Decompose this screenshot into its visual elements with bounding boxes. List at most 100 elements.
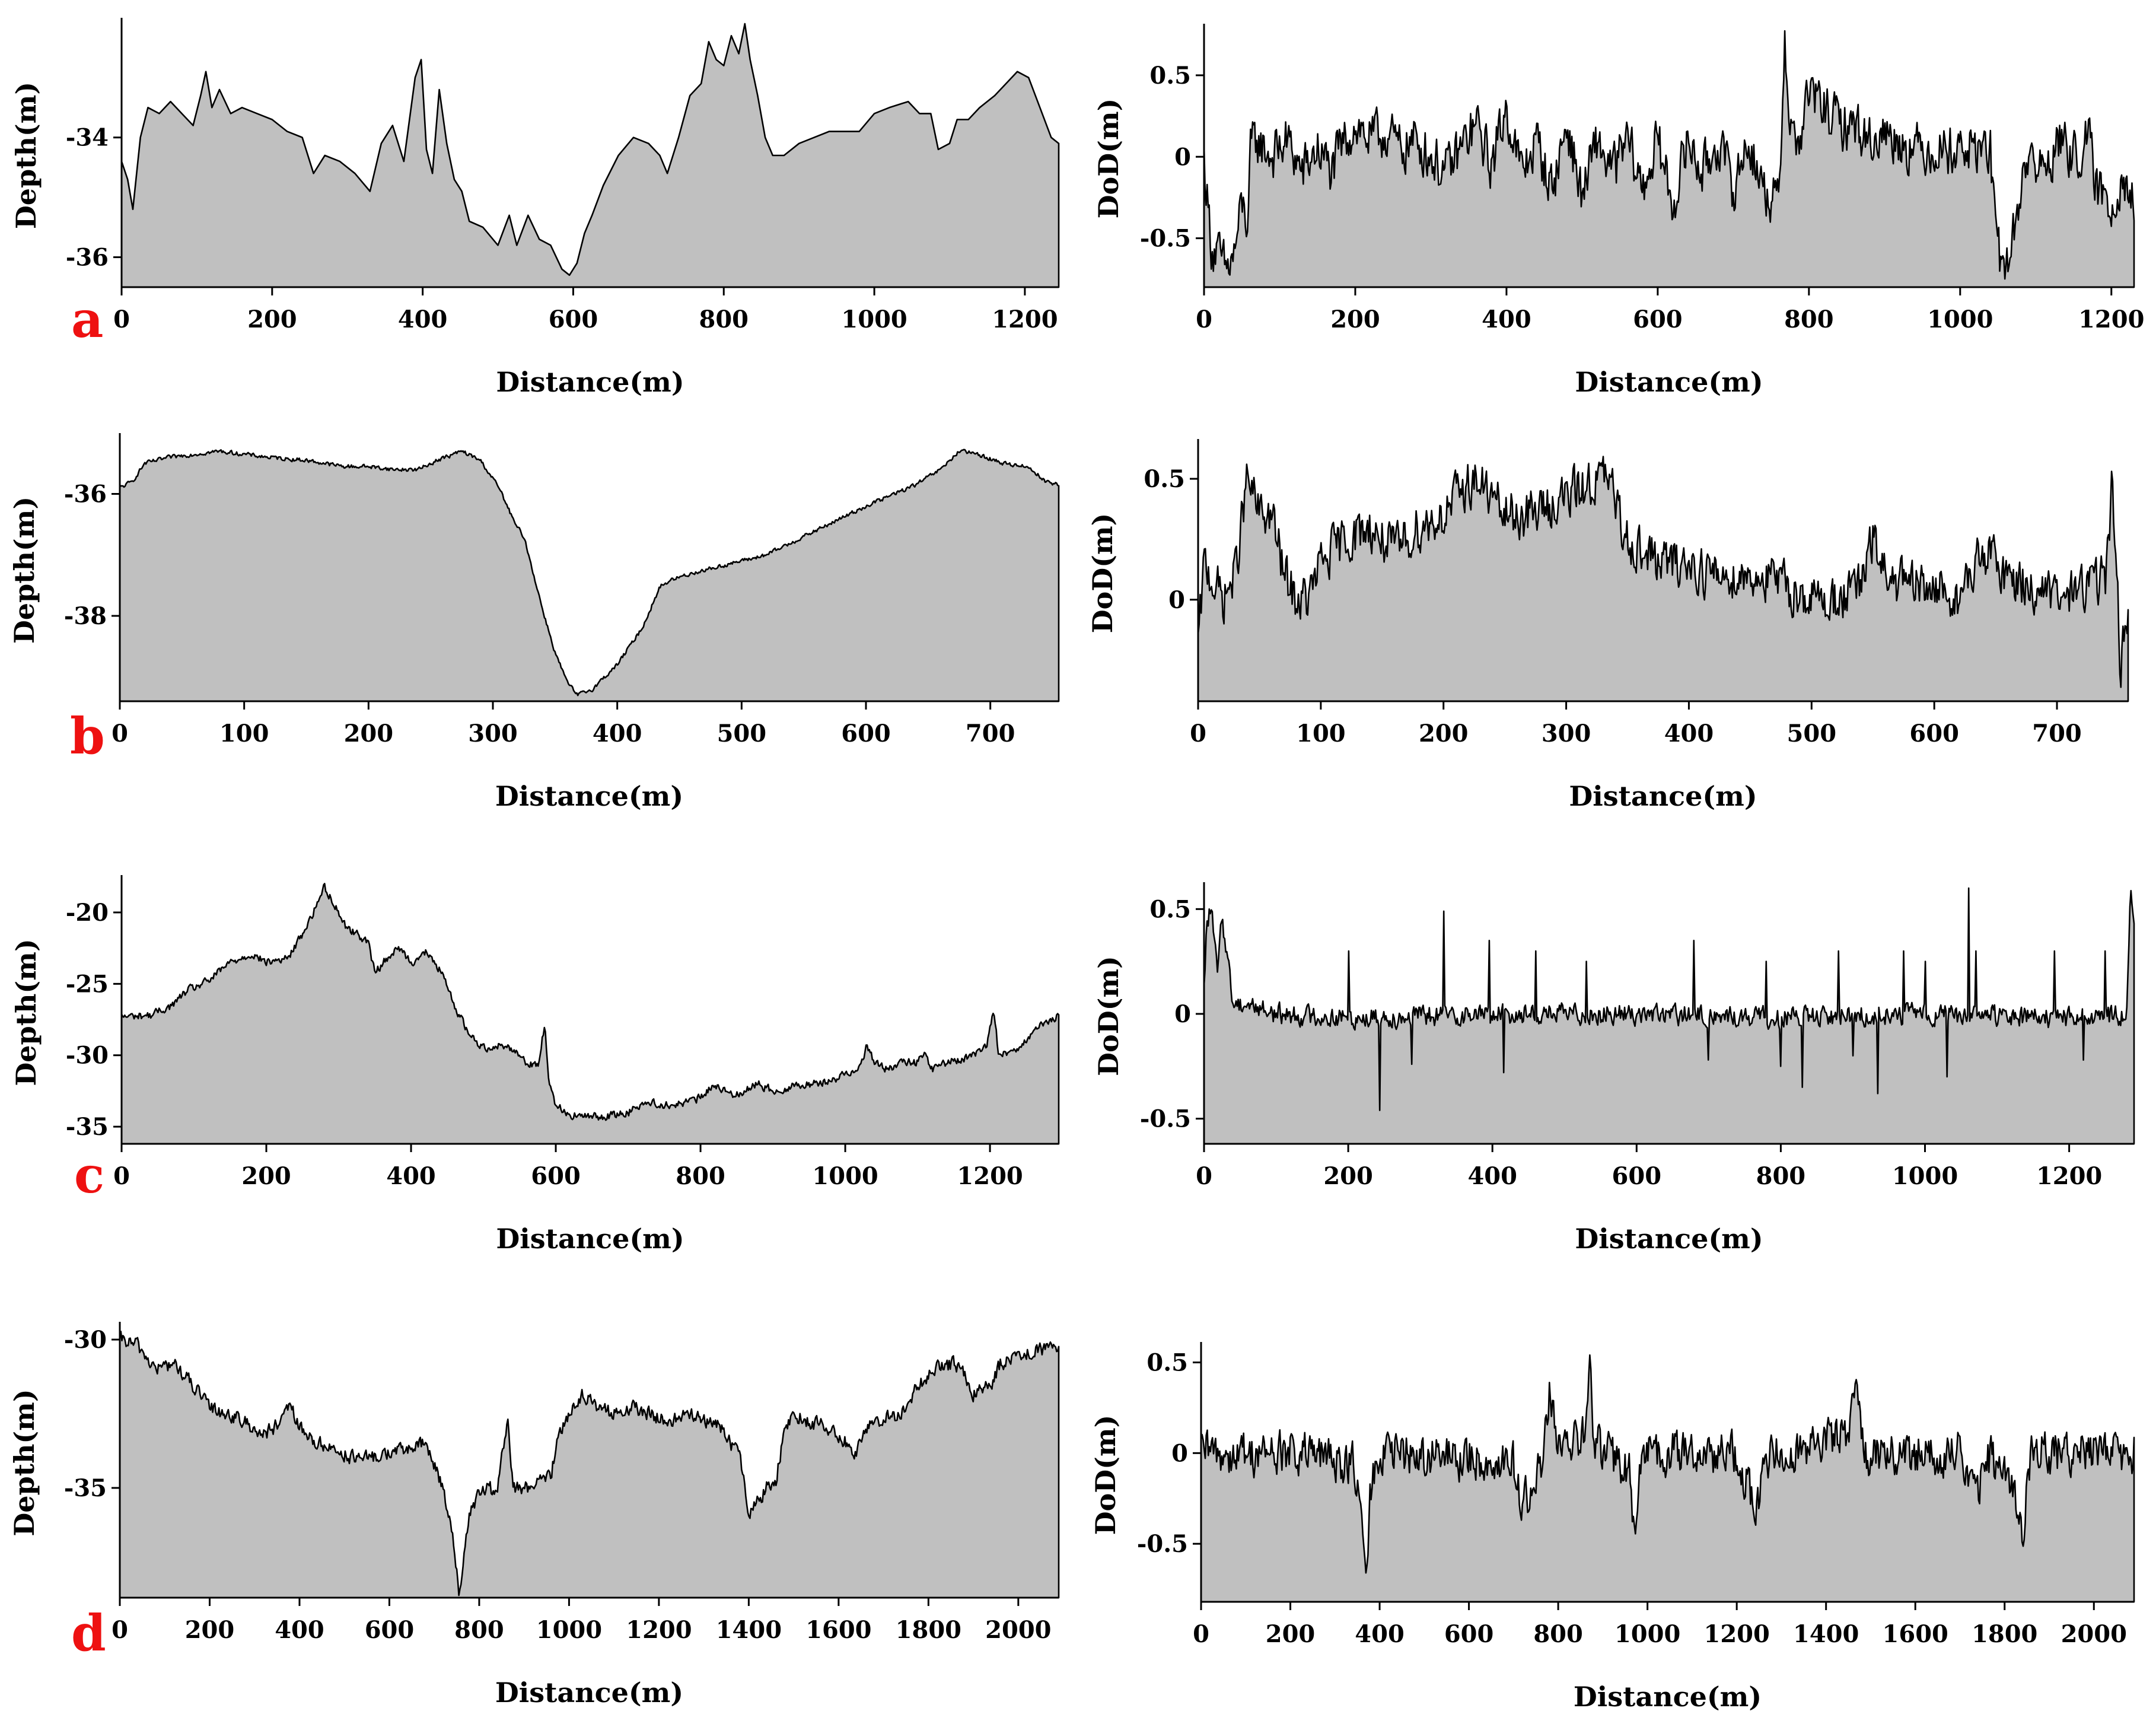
series-area-b-dod — [1197, 456, 2129, 702]
y-tick-label: -30 — [66, 1042, 109, 1070]
y-axis-title: DoD(m) — [1090, 1415, 1122, 1535]
y-tick-label: -0.5 — [1140, 225, 1191, 253]
x-tick-label: 200 — [1419, 720, 1469, 748]
x-tick-label: 300 — [468, 720, 518, 748]
x-tick-label: 0 — [112, 1616, 128, 1644]
x-tick-label: 400 — [1467, 1162, 1517, 1190]
x-tick-label: 800 — [676, 1162, 725, 1190]
y-tick-label: -36 — [64, 481, 107, 508]
chart-a-dod: 0 200 400 600 800 1000 1200 0.5 0 -0.5 Distance(m)… — [1093, 24, 2144, 398]
panel-letter: d — [71, 1604, 106, 1662]
x-axis-title: Distance(m) — [495, 1677, 683, 1709]
x-tick-label: 1200 — [2036, 1162, 2102, 1190]
chart-d-dod: 0 200 400 600 800 1000 1200 1400 1600 1800 2000 0.5… — [1090, 1342, 2135, 1713]
x-tick-label: 1000 — [1892, 1162, 1958, 1190]
x-tick-label: 600 — [549, 306, 598, 333]
x-tick-label: 100 — [219, 720, 269, 748]
y-axis-title: DoD(m) — [1093, 98, 1125, 219]
panel-letter: b — [70, 707, 105, 765]
x-tick-label: 300 — [1542, 720, 1591, 748]
x-tick-label: 600 — [1633, 306, 1683, 333]
y-tick-label: -36 — [66, 244, 109, 272]
x-tick-label: 500 — [717, 720, 767, 748]
x-tick-label: 1800 — [1972, 1620, 2037, 1648]
chart-c-dod: 0 200 400 600 800 1000 1200 0.5 0 -0.5 Distance(m)… — [1093, 882, 2135, 1255]
y-axis-title: DoD(m) — [1087, 513, 1119, 634]
y-tick-label: -34 — [66, 124, 109, 152]
x-tick-label: 600 — [1444, 1620, 1494, 1648]
x-tick-label: 400 — [386, 1162, 436, 1190]
x-tick-label: 1400 — [1793, 1620, 1859, 1648]
x-tick-label: 600 — [365, 1616, 415, 1644]
series-area-d-depth — [119, 1331, 1060, 1599]
x-tick-label: 200 — [247, 306, 297, 333]
x-tick-label: 2000 — [2061, 1620, 2127, 1648]
y-axis-title: Depth(m) — [10, 939, 42, 1086]
x-tick-label: 600 — [1612, 1162, 1662, 1190]
x-tick-label: 100 — [1296, 720, 1346, 748]
x-tick-label: 800 — [1756, 1162, 1806, 1190]
panel-letter: a — [71, 290, 103, 349]
x-tick-label: 800 — [1533, 1620, 1583, 1648]
x-tick-label: 700 — [966, 720, 1015, 748]
x-tick-label: 0 — [113, 1162, 130, 1190]
y-tick-label: 0 — [1168, 586, 1185, 614]
y-tick-label: -35 — [66, 1113, 109, 1141]
y-tick-label: 0 — [1174, 143, 1191, 171]
x-tick-label: 1600 — [1883, 1620, 1948, 1648]
x-tick-label: 400 — [1355, 1620, 1405, 1648]
x-tick-label: 0 — [1196, 306, 1212, 333]
chart-b-dod: 0 100 200 300 400 500 600 700 0.5 0 Distance(m) DoD… — [1087, 439, 2129, 812]
y-tick-label: -25 — [66, 970, 109, 998]
y-tick-label: -38 — [64, 602, 107, 630]
x-tick-label: 200 — [1266, 1620, 1316, 1648]
y-tick-label: 0 — [1171, 1439, 1188, 1467]
x-tick-label: 600 — [531, 1162, 581, 1190]
y-tick-label: -35 — [64, 1474, 107, 1502]
chart-c-depth: 0 200 400 600 800 1000 1200 -20 -25 -30 -35 Distanc… — [10, 875, 1060, 1255]
x-axis-title: Distance(m) — [495, 780, 683, 812]
x-axis-title: Distance(m) — [1575, 366, 1763, 398]
x-tick-label: 800 — [1784, 306, 1834, 333]
x-tick-label: 400 — [1482, 306, 1531, 333]
x-tick-label: 600 — [841, 720, 891, 748]
x-axis-title: Distance(m) — [1569, 780, 1757, 812]
x-tick-label: 1200 — [992, 306, 1058, 333]
x-tick-label: 700 — [2032, 720, 2082, 748]
x-tick-label: 200 — [1330, 306, 1380, 333]
x-tick-label: 1200 — [1703, 1620, 1769, 1648]
y-tick-label: 0.5 — [1147, 1348, 1188, 1376]
x-tick-label: 2000 — [985, 1616, 1051, 1644]
x-tick-label: 400 — [398, 306, 448, 333]
x-tick-label: 0 — [113, 306, 130, 333]
y-tick-label: -0.5 — [1137, 1530, 1188, 1558]
x-tick-label: 400 — [1664, 720, 1714, 748]
x-tick-label: 1200 — [626, 1616, 692, 1644]
x-tick-label: 800 — [454, 1616, 504, 1644]
x-axis-title: Distance(m) — [1575, 1223, 1763, 1255]
chart-a-depth: 0 200 400 600 800 1000 1200 -34 -36 Distance(m) De… — [10, 18, 1060, 398]
x-tick-label: 1000 — [1614, 1620, 1680, 1648]
x-tick-label: 200 — [344, 720, 394, 748]
x-tick-label: 1800 — [896, 1616, 961, 1644]
x-axis-title: Distance(m) — [496, 366, 684, 398]
x-tick-label: 1000 — [1927, 306, 1993, 333]
y-tick-label: -30 — [64, 1326, 107, 1354]
x-tick-label: 400 — [275, 1616, 324, 1644]
y-axis-title: Depth(m) — [8, 1389, 40, 1536]
x-tick-label: 1600 — [805, 1616, 871, 1644]
panel-letter: c — [74, 1146, 104, 1204]
x-tick-label: 0 — [1196, 1162, 1212, 1190]
x-tick-label: 200 — [241, 1162, 291, 1190]
x-axis-title: Distance(m) — [1574, 1681, 1762, 1713]
x-axis-title: Distance(m) — [496, 1223, 684, 1255]
x-tick-label: 0 — [1190, 720, 1206, 748]
x-tick-label: 400 — [593, 720, 642, 748]
x-tick-label: 200 — [1323, 1162, 1373, 1190]
x-tick-label: 1200 — [957, 1162, 1023, 1190]
chart-d-depth: 0 200 400 600 800 1000 1200 1400 1600 1800 2000 -30… — [8, 1322, 1060, 1709]
x-tick-label: 800 — [699, 306, 749, 333]
x-tick-label: 500 — [1787, 720, 1837, 748]
chart-b-depth: 0 100 200 300 400 500 600 700 -36 -38 Distance(m) D… — [8, 433, 1060, 812]
